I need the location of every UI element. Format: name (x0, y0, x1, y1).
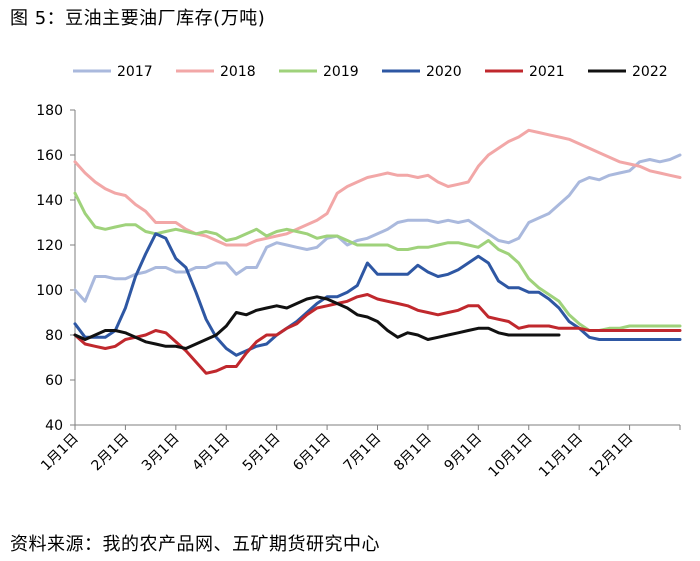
x-tick-label: 11月1日 (536, 431, 586, 481)
y-tick-label: 100 (36, 283, 63, 299)
x-tick-label: 8月1日 (391, 431, 435, 475)
y-tick-label: 40 (45, 418, 63, 434)
y-tick-label: 60 (45, 373, 63, 389)
legend-label-2018: 2018 (220, 64, 256, 80)
x-tick-label: 3月1日 (139, 431, 183, 475)
x-tick-label: 9月1日 (441, 431, 485, 475)
series-line-2017 (73, 153, 682, 303)
legend-label-2017: 2017 (117, 64, 153, 80)
legend-label-2022: 2022 (632, 64, 668, 80)
x-tick-label: 10月1日 (486, 431, 536, 481)
x-tick-label: 6月1日 (290, 431, 334, 475)
x-tick-label: 4月1日 (189, 431, 233, 475)
y-tick-label: 140 (36, 193, 63, 209)
y-tick-label: 160 (36, 148, 63, 164)
x-tick-label: 1月1日 (38, 431, 82, 475)
legend-label-2020: 2020 (426, 64, 462, 80)
legend-label-2021: 2021 (529, 64, 565, 80)
series-layer (73, 128, 682, 375)
y-tick-label: 80 (45, 328, 63, 344)
y-tick-label: 120 (36, 238, 63, 254)
series-line-2019 (73, 191, 682, 332)
series-line-2020 (73, 232, 682, 357)
y-tick-label: 180 (36, 103, 63, 119)
x-tick-label: 2月1日 (89, 431, 133, 475)
series-line-2021 (73, 293, 682, 375)
source-note: 资料来源：我的农产品网、五矿期货研究中心 (10, 534, 380, 555)
axes: 40 60 80 100 120 140 160 180 1月1日 2月1日 3月1日 4月1日 5月1… (36, 103, 681, 481)
x-tick-label: 12月1日 (586, 431, 636, 481)
series-line-2018 (73, 128, 682, 247)
chart-title: 图 5：豆油主要油厂库存(万吨) (10, 8, 266, 29)
x-tick-label: 7月1日 (341, 431, 385, 475)
x-tick-label: 5月1日 (240, 431, 284, 475)
legend-label-2019: 2019 (323, 64, 359, 80)
legend: 2017 2018 2019 2020 2021 2022 (73, 64, 668, 80)
series-line-2022 (73, 295, 561, 350)
